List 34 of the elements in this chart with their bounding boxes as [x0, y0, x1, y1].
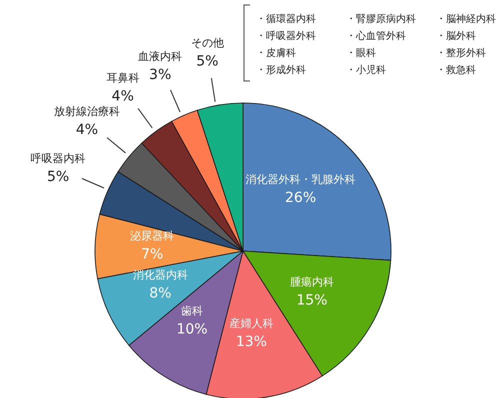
data-label: 7%	[141, 246, 164, 262]
slice-label: その他	[190, 36, 224, 50]
slice-label: 消化器外科・乳腺外科	[246, 173, 356, 186]
text: ・皮膚科	[256, 46, 297, 61]
text: ・脳神経内科	[436, 12, 497, 27]
text: ・整形外科	[436, 46, 487, 61]
text: ・循環器内科	[256, 12, 317, 27]
text: ・救急科	[436, 64, 477, 78]
text: ・心血管外科	[346, 30, 407, 44]
slice-label: 産婦人科	[229, 316, 274, 330]
text: ・形成外科	[256, 64, 307, 78]
slice-label: 消化器内科	[132, 268, 188, 282]
data-label: 5%	[47, 169, 70, 186]
data-label: 5%	[196, 53, 218, 70]
slice-label: 泌尿器科	[130, 229, 174, 242]
text: ・小児科	[346, 64, 387, 78]
data-label: 3%	[149, 67, 172, 84]
text: ・脳外科	[436, 30, 477, 44]
data-label: 8%	[149, 286, 172, 302]
text: ・腎膠原病内科	[346, 12, 417, 27]
slice-label: 腫瘍内科	[290, 276, 334, 289]
text: ・呼吸器外科	[256, 30, 317, 44]
slice-label: 血液内科	[138, 50, 182, 64]
text: ・眼科	[346, 46, 377, 61]
data-label: 15%	[296, 292, 328, 309]
data-label: 13%	[236, 334, 267, 350]
data-label: 10%	[176, 321, 208, 338]
data-label: 4%	[112, 88, 134, 104]
slice-label: 歯科	[181, 304, 204, 318]
data-label: 4%	[76, 122, 98, 138]
data-label: 26%	[285, 190, 316, 206]
slice-label: 放射線治療科	[54, 105, 120, 118]
slice-label: 耳鼻科	[106, 71, 140, 84]
slice-label: 呼吸器内科	[30, 152, 86, 166]
